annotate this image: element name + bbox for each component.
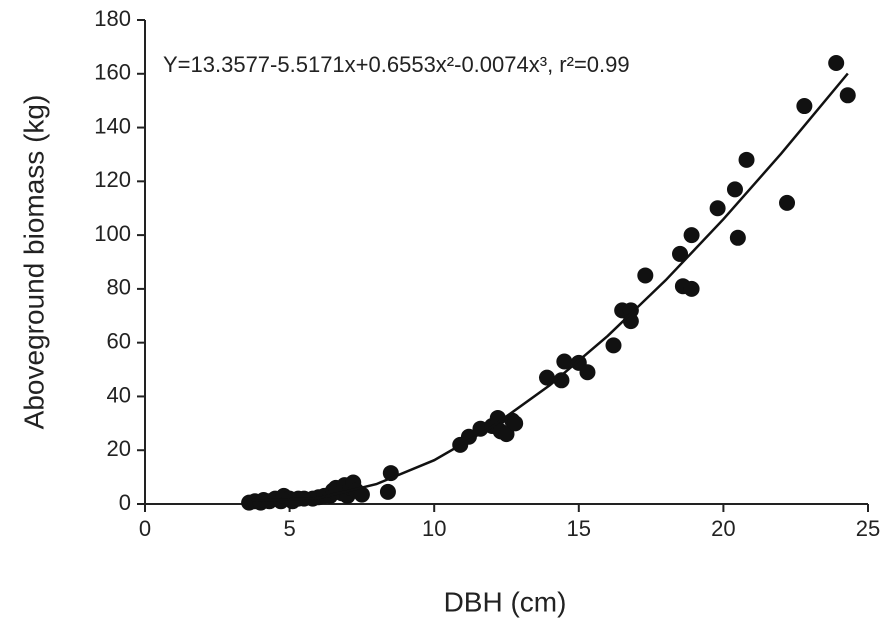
x-tick-label: 10 (422, 516, 446, 541)
y-tick-label: 0 (119, 490, 131, 515)
point (738, 151, 755, 168)
y-tick-label: 100 (94, 221, 131, 246)
point (839, 87, 856, 104)
point (828, 55, 845, 72)
y-axis-title: Aboveground biomass (kg) (18, 95, 49, 430)
point (683, 227, 700, 244)
point (556, 353, 573, 370)
x-tick-label: 15 (567, 516, 591, 541)
y-tick-label: 120 (94, 167, 131, 192)
point (379, 483, 396, 500)
point (779, 194, 796, 211)
y-tick-label: 60 (107, 328, 131, 353)
y-tick-label: 20 (107, 436, 131, 461)
y-tick-label: 180 (94, 6, 131, 31)
point (726, 181, 743, 198)
point (553, 372, 570, 389)
x-axis-title: DBH (cm) (444, 586, 567, 617)
point (796, 98, 813, 115)
fit-line (251, 72, 849, 502)
y-tick-label: 40 (107, 382, 131, 407)
point (460, 428, 477, 445)
x-tick-label: 5 (283, 516, 295, 541)
point (489, 409, 506, 426)
x-tick-label: 25 (856, 516, 880, 541)
point (605, 337, 622, 354)
point (672, 245, 689, 262)
annotation: Y=13.3577-5.5171x+0.6553x²-0.0074x³, r²=… (163, 52, 630, 77)
point (538, 369, 555, 386)
point (498, 426, 515, 443)
y-tick-label: 80 (107, 275, 131, 300)
point (729, 229, 746, 246)
y-tick-label: 160 (94, 60, 131, 85)
point (637, 267, 654, 284)
point (507, 415, 524, 432)
y-tick-label: 140 (94, 113, 131, 138)
x-tick-label: 0 (139, 516, 151, 541)
point (353, 486, 370, 503)
point (579, 364, 596, 381)
point (709, 200, 726, 217)
point (622, 313, 639, 330)
point (683, 280, 700, 297)
x-tick-label: 20 (711, 516, 735, 541)
